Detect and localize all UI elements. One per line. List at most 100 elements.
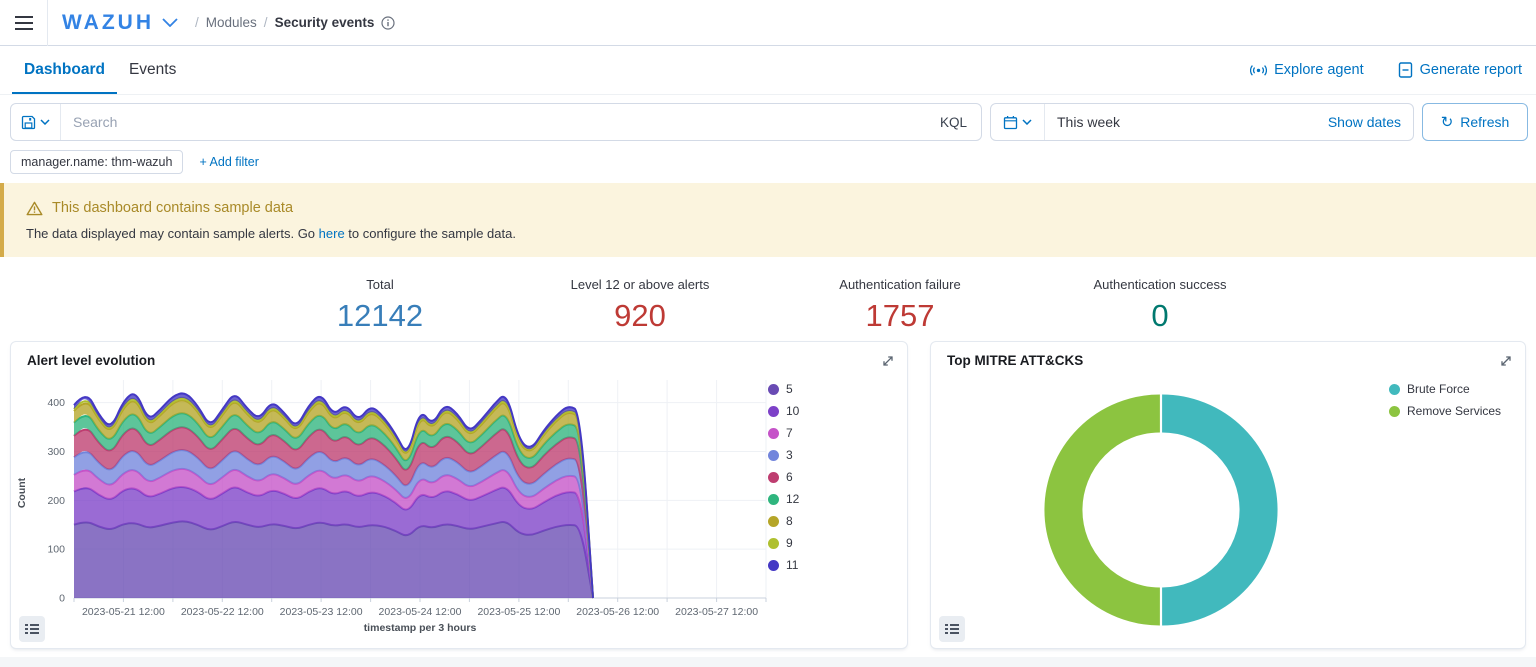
breadcrumb-separator: / <box>264 15 268 30</box>
stat-auth-failure[interactable]: Authentication failure 1757 <box>770 267 1030 334</box>
legend-dot <box>768 472 779 483</box>
svg-text:2023-05-23 12:00: 2023-05-23 12:00 <box>280 606 363 618</box>
chevron-down-icon <box>40 119 50 125</box>
expand-panel-button[interactable] <box>879 352 897 370</box>
legend-label: 10 <box>786 404 799 418</box>
info-icon[interactable] <box>381 16 395 30</box>
mitre-legend: Brute Force Remove Services <box>1389 378 1501 422</box>
svg-text:0: 0 <box>59 593 65 605</box>
stat-value: 1757 <box>770 298 1030 334</box>
legend-dot <box>768 494 779 505</box>
explore-agent-button[interactable]: Explore agent <box>1250 62 1363 78</box>
stat-value: 920 <box>510 298 770 334</box>
svg-text:200: 200 <box>47 495 65 507</box>
generate-report-label: Generate report <box>1420 62 1522 78</box>
calendar-icon <box>1003 115 1018 130</box>
stat-label: Level 12 or above alerts <box>510 277 770 292</box>
tabs-row: Dashboard Events Explore agent Generate … <box>0 46 1536 95</box>
banner-body-suffix: to configure the sample data. <box>345 226 516 241</box>
svg-text:2023-05-24 12:00: 2023-05-24 12:00 <box>379 606 462 618</box>
alert-level-legend: 5 10 7 3 6 12 8 9 11 <box>768 378 799 576</box>
hamburger-menu-button[interactable] <box>0 0 48 46</box>
stat-label: Authentication success <box>1030 277 1290 292</box>
legend-label: 12 <box>786 492 799 506</box>
tab-events[interactable]: Events <box>117 46 188 94</box>
refresh-button[interactable]: ↻ Refresh <box>1422 103 1528 141</box>
wazuh-logo[interactable]: WAZUH <box>62 11 178 35</box>
stat-label: Total <box>250 277 510 292</box>
legend-label: 8 <box>786 514 793 528</box>
svg-text:2023-05-25 12:00: 2023-05-25 12:00 <box>477 606 560 618</box>
legend-label: 3 <box>786 448 793 462</box>
legend-item[interactable]: 10 <box>768 400 799 422</box>
filter-row: manager.name: thm-wazuh + Add filter <box>0 141 1536 175</box>
generate-report-button[interactable]: Generate report <box>1398 62 1522 78</box>
legend-dot <box>768 406 779 417</box>
legend-label: 7 <box>786 426 793 440</box>
legend-label: Remove Services <box>1407 404 1501 418</box>
legend-item[interactable]: 7 <box>768 422 799 444</box>
search-input[interactable] <box>61 104 926 140</box>
panel-top-mitre-attacks: Top MITRE ATT&CKS Brute Force Remove Serv… <box>930 341 1526 649</box>
legend-toggle-button[interactable] <box>19 616 45 642</box>
search-bar: KQL <box>10 103 982 141</box>
panel-title: Top MITRE ATT&CKS <box>947 353 1083 368</box>
legend-label: Brute Force <box>1407 382 1470 396</box>
svg-text:2023-05-21 12:00: 2023-05-21 12:00 <box>82 606 165 618</box>
expand-panel-button[interactable] <box>1497 352 1515 370</box>
expand-icon <box>1499 354 1513 368</box>
add-filter-button[interactable]: + Add filter <box>199 155 258 169</box>
refresh-label: Refresh <box>1460 114 1509 130</box>
legend-item[interactable]: 3 <box>768 444 799 466</box>
svg-text:2023-05-22 12:00: 2023-05-22 12:00 <box>181 606 264 618</box>
breadcrumb-current: Security events <box>275 15 375 30</box>
legend-label: 11 <box>786 558 798 572</box>
stat-level-12-alerts[interactable]: Level 12 or above alerts 920 <box>510 267 770 334</box>
date-picker: This week Show dates <box>990 103 1414 141</box>
legend-item[interactable]: Remove Services <box>1389 400 1501 422</box>
banner-here-link[interactable]: here <box>319 226 345 241</box>
tab-dashboard[interactable]: Dashboard <box>12 46 117 94</box>
svg-text:2023-05-27 12:00: 2023-05-27 12:00 <box>675 606 758 618</box>
stat-total[interactable]: Total 12142 <box>250 267 510 334</box>
legend-toggle-button[interactable] <box>939 616 965 642</box>
date-range-value[interactable]: This week <box>1045 114 1328 130</box>
legend-item[interactable]: 11 <box>768 554 799 576</box>
legend-dot <box>1389 384 1400 395</box>
panel-alert-level-evolution: 01002003004002023-05-21 12:002023-05-22 … <box>10 341 908 649</box>
legend-label: 9 <box>786 536 793 550</box>
legend-item[interactable]: 5 <box>768 378 799 400</box>
svg-text:Count: Count <box>16 477 28 508</box>
show-dates-button[interactable]: Show dates <box>1328 114 1413 130</box>
legend-item[interactable]: 6 <box>768 466 799 488</box>
kql-toggle[interactable]: KQL <box>926 115 981 130</box>
module-tabs: Dashboard Events <box>12 46 188 94</box>
calendar-button[interactable] <box>991 104 1045 140</box>
legend-dot <box>768 384 779 395</box>
legend-item[interactable]: 12 <box>768 488 799 510</box>
legend-dot <box>768 516 779 527</box>
saved-query-button[interactable] <box>11 104 61 140</box>
stat-auth-success[interactable]: Authentication success 0 <box>1030 267 1290 334</box>
legend-item[interactable]: Brute Force <box>1389 378 1501 400</box>
top-header: WAZUH / Modules / Security events <box>0 0 1536 46</box>
breadcrumb-modules[interactable]: Modules <box>206 15 257 30</box>
legend-dot <box>1389 406 1400 417</box>
warning-icon <box>26 201 43 216</box>
legend-item[interactable]: 9 <box>768 532 799 554</box>
chevron-down-icon <box>162 18 178 27</box>
legend-label: 5 <box>786 382 793 396</box>
expand-icon <box>881 354 895 368</box>
document-icon <box>1398 62 1413 78</box>
banner-body-prefix: The data displayed may contain sample al… <box>26 226 319 241</box>
svg-text:300: 300 <box>47 446 65 458</box>
legend-label: 6 <box>786 470 793 484</box>
legend-dot <box>768 428 779 439</box>
panel-title: Alert level evolution <box>27 353 155 368</box>
legend-item[interactable]: 8 <box>768 510 799 532</box>
save-icon <box>21 115 36 130</box>
bottom-strip <box>0 657 1536 667</box>
stats-row: Total 12142 Level 12 or above alerts 920… <box>250 267 1290 334</box>
filter-pill-manager-name[interactable]: manager.name: thm-wazuh <box>10 150 183 174</box>
refresh-icon: ↻ <box>1441 115 1454 130</box>
